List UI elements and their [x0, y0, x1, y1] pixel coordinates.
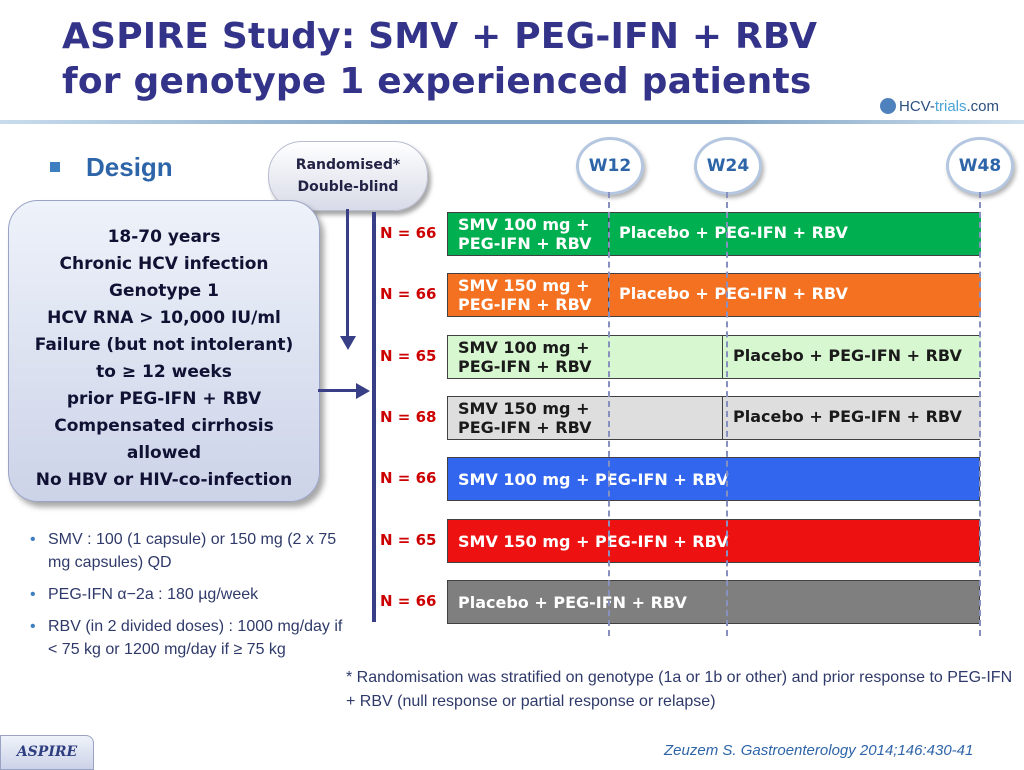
- criteria-item: 18-70 years: [107, 227, 221, 247]
- active-label-line2: PEG-IFN + RBV: [458, 418, 592, 437]
- placebo-label: Placebo + PEG-IFN + RBV: [619, 223, 848, 242]
- active-label-line1: SMV 100 mg +: [458, 215, 590, 234]
- active-label-line2: PEG-IFN + RBV: [458, 295, 592, 314]
- active-segment: SMV 100 mg + PEG-IFN + RBV: [448, 336, 723, 378]
- arrow-right-icon: [356, 383, 370, 399]
- page-title: ASPIRE Study: SMV + PEG-IFN + RBV: [62, 16, 818, 57]
- arm-bar: SMV 100 mg + PEG-IFN + RBV Placebo + PEG-I…: [447, 335, 981, 379]
- arm-n-label: N = 65: [380, 531, 437, 549]
- randomisation-arrow-shaft: [346, 209, 349, 339]
- arm-n-label: N = 66: [380, 592, 437, 610]
- placebo-label: Placebo + PEG-IFN + RBV: [733, 407, 962, 426]
- arm-n-label: N = 66: [380, 469, 437, 487]
- active-segment: SMV 150 mg + PEG-IFN + RBV: [448, 397, 723, 439]
- arm-bar: Placebo + PEG-IFN + RBV: [447, 580, 980, 624]
- arm-bar: SMV 150 mg + PEG-IFN + RBV Placebo + PEG-I…: [447, 396, 981, 440]
- active-segment: SMV 100 mg + PEG-IFN + RBV: [448, 213, 609, 255]
- week-marker-w24: W24: [694, 137, 762, 195]
- logo-bubble-icon: [880, 98, 896, 114]
- criteria-item: HCV RNA > 10,000 IU/ml: [47, 308, 281, 328]
- placebo-label: Placebo + PEG-IFN + RBV: [733, 346, 962, 365]
- arm-regimen-label: Placebo + PEG-IFN + RBV: [458, 593, 687, 612]
- week-24-line: [726, 192, 728, 636]
- criteria-item: Chronic HCV infection: [59, 254, 269, 274]
- criteria-item: Genotype 1: [109, 281, 219, 301]
- dosing-item: PEG-IFN α−2a : 180 µg/week: [24, 583, 354, 606]
- arm-n-label: N = 66: [380, 224, 437, 242]
- active-label-line2: PEG-IFN + RBV: [458, 234, 592, 253]
- arm-bar: SMV 150 mg + PEG-IFN + RBV Placebo + PEG-I…: [447, 273, 981, 317]
- active-label-line1: SMV 150 mg +: [458, 276, 590, 295]
- arm-bar: SMV 100 mg + PEG-IFN + RBV Placebo + PEG-I…: [447, 212, 981, 256]
- dosing-list: SMV : 100 (1 capsule) or 150 mg (2 x 75 …: [24, 528, 354, 670]
- criteria-item: prior PEG-IFN + RBV: [66, 389, 262, 409]
- arm-bar: SMV 100 mg + PEG-IFN + RBV: [447, 457, 980, 501]
- citation: Zeuzem S. Gastroenterology 2014;146:430-…: [664, 742, 974, 759]
- placebo-segment: Placebo + PEG-IFN + RBV: [609, 213, 981, 255]
- active-segment: SMV 150 mg + PEG-IFN + RBV: [448, 274, 609, 316]
- design-heading: Design: [86, 152, 173, 182]
- page-subtitle: for genotype 1 experienced patients: [62, 61, 812, 102]
- dosing-item: SMV : 100 (1 capsule) or 150 mg (2 x 75 …: [24, 528, 354, 574]
- inclusion-criteria-list: 18-70 years Chronic HCV infection Genotype…: [8, 224, 320, 494]
- placebo-label: Placebo + PEG-IFN + RBV: [619, 284, 848, 303]
- arm-n-label: N = 68: [380, 408, 437, 426]
- randomised-badge: Randomised* Double-blind: [268, 141, 428, 211]
- dosing-item: RBV (in 2 divided doses) : 1000 mg/day i…: [24, 615, 354, 661]
- hcv-trials-logo: HCV-trials.com: [880, 98, 999, 115]
- header-divider: [0, 120, 1024, 124]
- square-bullet-icon: [50, 162, 60, 172]
- week-marker-w12: W12: [576, 137, 644, 195]
- week-12-line: [608, 192, 610, 636]
- criteria-arrow-shaft: [318, 389, 358, 392]
- criteria-item: to ≥ 12 weeks: [96, 362, 232, 382]
- criteria-item: Failure (but not intolerant): [34, 335, 294, 355]
- week-48-line: [979, 192, 981, 636]
- active-label-line1: SMV 150 mg +: [458, 399, 590, 418]
- arm-bar: SMV 150 mg + PEG-IFN + RBV: [447, 519, 980, 563]
- arm-regimen-label: SMV 150 mg + PEG-IFN + RBV: [458, 532, 729, 551]
- placebo-segment: Placebo + PEG-IFN + RBV: [723, 397, 981, 439]
- criteria-item: Compensated cirrhosis: [54, 416, 274, 436]
- active-label-line1: SMV 100 mg +: [458, 338, 590, 357]
- arm-regimen-label: SMV 100 mg + PEG-IFN + RBV: [458, 470, 729, 489]
- study-tag: ASPIRE: [0, 735, 94, 770]
- arm-n-label: N = 65: [380, 347, 437, 365]
- criteria-item: allowed: [126, 443, 202, 463]
- arrow-down-icon: [340, 336, 356, 350]
- active-label-line2: PEG-IFN + RBV: [458, 357, 592, 376]
- arm-connector-bar: [372, 212, 376, 622]
- criteria-item: No HBV or HIV-co-infection: [35, 470, 293, 490]
- week-marker-w48: W48: [946, 137, 1014, 195]
- inclusion-criteria-box: [8, 200, 320, 502]
- arm-n-label: N = 66: [380, 285, 437, 303]
- randomisation-footnote: * Randomisation was stratified on genoty…: [346, 669, 1013, 710]
- placebo-segment: Placebo + PEG-IFN + RBV: [723, 336, 981, 378]
- placebo-segment: Placebo + PEG-IFN + RBV: [609, 274, 981, 316]
